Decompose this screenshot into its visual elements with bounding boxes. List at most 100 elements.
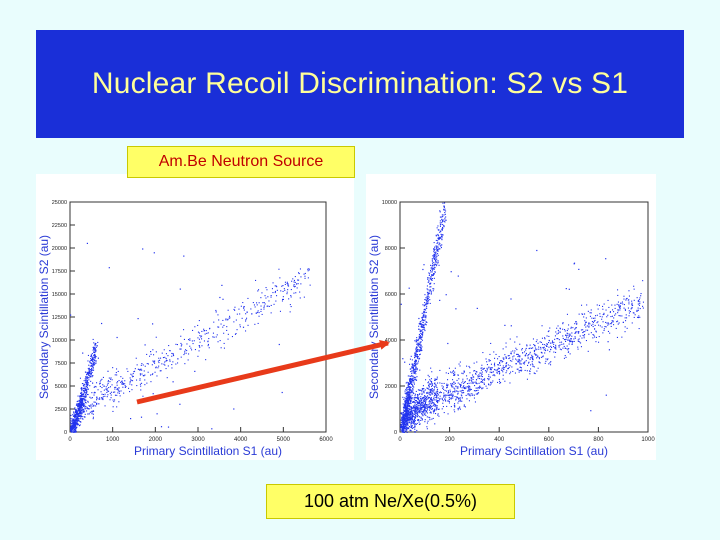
data-point	[82, 402, 84, 404]
data-point	[85, 376, 87, 378]
data-point	[420, 416, 422, 418]
data-point	[144, 365, 146, 367]
data-point	[424, 421, 426, 423]
data-point	[574, 336, 576, 338]
data-point	[424, 311, 426, 313]
data-point	[625, 299, 627, 301]
data-point	[451, 395, 453, 397]
data-point	[283, 288, 285, 290]
data-point	[243, 307, 245, 309]
data-point	[426, 396, 428, 398]
data-point	[103, 385, 105, 387]
data-point	[454, 388, 456, 390]
data-point	[410, 355, 412, 357]
data-point	[561, 343, 563, 345]
data-point	[436, 395, 438, 397]
data-point	[405, 411, 407, 413]
data-point	[95, 356, 97, 358]
data-point	[423, 399, 425, 401]
data-point	[430, 282, 432, 284]
data-point	[412, 407, 414, 409]
data-point	[470, 377, 472, 379]
data-point	[88, 369, 90, 371]
outlier-point	[422, 268, 424, 271]
data-point	[488, 384, 490, 386]
data-point	[76, 413, 78, 415]
data-point	[555, 348, 557, 350]
data-point	[412, 409, 414, 411]
data-point	[208, 347, 210, 349]
data-point	[495, 353, 497, 355]
data-point	[465, 394, 467, 396]
data-point	[139, 373, 141, 375]
data-point	[417, 406, 419, 408]
data-point	[509, 382, 511, 384]
data-point	[468, 386, 470, 388]
data-point	[598, 341, 600, 343]
data-point	[587, 310, 589, 312]
data-point	[524, 354, 526, 356]
data-point	[437, 249, 439, 251]
data-point	[441, 234, 443, 236]
data-point	[428, 300, 430, 302]
data-point	[73, 427, 75, 429]
data-point	[86, 383, 88, 385]
x-axis-label: Primary Scintillation S1 (au)	[460, 444, 608, 458]
data-point	[437, 253, 439, 255]
data-point	[540, 341, 542, 343]
data-point	[85, 392, 87, 394]
data-point	[621, 336, 623, 338]
data-point	[429, 412, 431, 414]
data-point	[141, 373, 143, 375]
data-point	[91, 359, 93, 361]
data-point	[408, 417, 410, 419]
data-point	[88, 377, 90, 379]
data-point	[460, 384, 462, 386]
data-point	[432, 393, 434, 395]
data-point	[422, 326, 424, 328]
data-point	[84, 408, 86, 410]
data-point	[426, 387, 428, 389]
data-point	[454, 374, 456, 376]
data-point	[430, 398, 432, 400]
data-point	[461, 395, 463, 397]
data-point	[588, 333, 590, 335]
data-point	[423, 326, 425, 328]
data-point	[639, 316, 641, 318]
data-point	[503, 358, 505, 360]
data-point	[419, 331, 421, 333]
data-point	[75, 420, 77, 422]
data-point	[450, 371, 452, 373]
data-point	[223, 347, 225, 349]
data-point	[532, 359, 534, 361]
data-point	[633, 285, 635, 287]
data-point	[199, 341, 201, 343]
data-point	[209, 327, 211, 329]
data-point	[425, 404, 427, 406]
data-point	[430, 278, 432, 280]
data-point	[308, 268, 310, 270]
data-point	[122, 377, 124, 379]
data-point	[101, 378, 103, 380]
data-point	[563, 339, 565, 341]
data-point	[609, 332, 611, 334]
data-point	[88, 364, 90, 366]
data-point	[79, 415, 81, 417]
data-point	[78, 403, 80, 405]
data-point	[531, 347, 533, 349]
data-point	[409, 399, 411, 401]
data-point	[87, 383, 89, 385]
data-point	[282, 285, 284, 287]
data-point	[437, 240, 439, 242]
data-point	[241, 317, 243, 319]
data-point	[409, 375, 411, 377]
data-point	[519, 356, 521, 358]
data-point	[538, 346, 540, 348]
data-point	[427, 409, 429, 411]
data-point	[431, 384, 433, 386]
data-point	[525, 352, 527, 354]
data-point	[598, 324, 600, 326]
data-point	[412, 423, 414, 425]
data-point	[406, 428, 408, 430]
data-point	[402, 430, 404, 432]
